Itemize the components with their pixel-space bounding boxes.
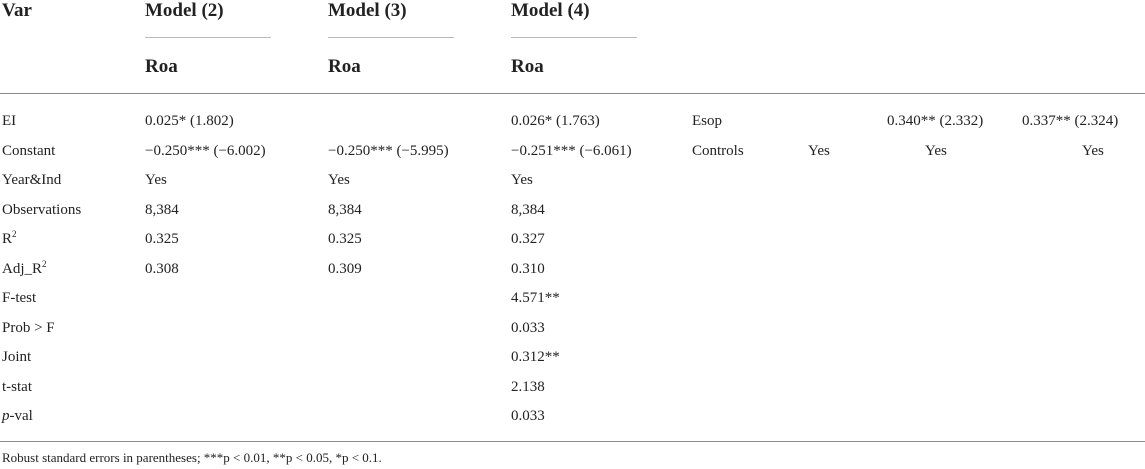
table-footnote: Robust standard errors in parentheses; *… bbox=[2, 450, 382, 465]
cell-pval-m4: 0.033 bbox=[511, 408, 545, 424]
cell-esop-c1: 0.340** (2.332) bbox=[887, 113, 984, 129]
cell-controls-c0: Yes bbox=[808, 143, 830, 159]
row-label-constant: Constant bbox=[2, 143, 56, 159]
cell-obs-m3: 8,384 bbox=[328, 202, 362, 218]
cell-constant-m2: −0.250*** (−6.002) bbox=[145, 143, 266, 159]
row-label-ei: EI bbox=[2, 113, 17, 129]
dep-var-model-4: Roa bbox=[511, 56, 544, 77]
cell-ei-m4: 0.026* (1.763) bbox=[511, 113, 600, 129]
row-label-p-val: p-val bbox=[2, 408, 33, 424]
cell-ftest-m4: 4.571** bbox=[511, 290, 560, 306]
row-label-t-stat: t-stat bbox=[2, 379, 32, 395]
header-model-4: Model (4) bbox=[511, 0, 590, 21]
cell-probf-m4: 0.033 bbox=[511, 320, 545, 336]
model-4-underline bbox=[511, 37, 637, 38]
header-bottom-rule bbox=[0, 93, 1145, 94]
row-label-year-ind: Year&Ind bbox=[2, 172, 62, 188]
cell-constant-m4: −0.251*** (−6.061) bbox=[511, 143, 632, 159]
cell-yearind-m4: Yes bbox=[511, 172, 533, 188]
cell-esop-c2: 0.337** (2.324) bbox=[1022, 113, 1119, 129]
dep-var-model-2: Roa bbox=[145, 56, 178, 77]
row-label-observations: Observations bbox=[2, 202, 82, 218]
row-label-prob-f: Prob > F bbox=[2, 320, 55, 336]
cell-yearind-m3: Yes bbox=[328, 172, 350, 188]
header-model-3: Model (3) bbox=[328, 0, 407, 21]
row-label-esop: Esop bbox=[692, 113, 722, 129]
cell-constant-m3: −0.250*** (−5.995) bbox=[328, 143, 449, 159]
cell-yearind-m2: Yes bbox=[145, 172, 167, 188]
header-var: Var bbox=[2, 0, 32, 21]
row-label-controls: Controls bbox=[692, 143, 744, 159]
cell-controls-c2: Yes bbox=[1082, 143, 1104, 159]
cell-tstat-m4: 2.138 bbox=[511, 379, 545, 395]
cell-adjr2-m4: 0.310 bbox=[511, 261, 545, 277]
cell-obs-m2: 8,384 bbox=[145, 202, 179, 218]
table-bottom-rule bbox=[0, 441, 1145, 442]
model-2-underline bbox=[145, 37, 271, 38]
row-label-f-test: F-test bbox=[2, 290, 37, 306]
row-label-joint: Joint bbox=[2, 349, 32, 365]
cell-obs-m4: 8,384 bbox=[511, 202, 545, 218]
model-3-underline bbox=[328, 37, 454, 38]
header-model-2: Model (2) bbox=[145, 0, 224, 21]
cell-adjr2-m3: 0.309 bbox=[328, 261, 362, 277]
row-label-adj-r2: Adj_R2 bbox=[2, 259, 47, 278]
cell-joint-m4: 0.312** bbox=[511, 349, 560, 365]
dep-var-model-3: Roa bbox=[328, 56, 361, 77]
cell-r2-m4: 0.327 bbox=[511, 231, 545, 247]
row-label-r2: R2 bbox=[2, 229, 17, 248]
cell-r2-m2: 0.325 bbox=[145, 231, 179, 247]
cell-r2-m3: 0.325 bbox=[328, 231, 362, 247]
cell-adjr2-m2: 0.308 bbox=[145, 261, 179, 277]
cell-controls-c1: Yes bbox=[925, 143, 947, 159]
cell-ei-m2: 0.025* (1.802) bbox=[145, 113, 234, 129]
